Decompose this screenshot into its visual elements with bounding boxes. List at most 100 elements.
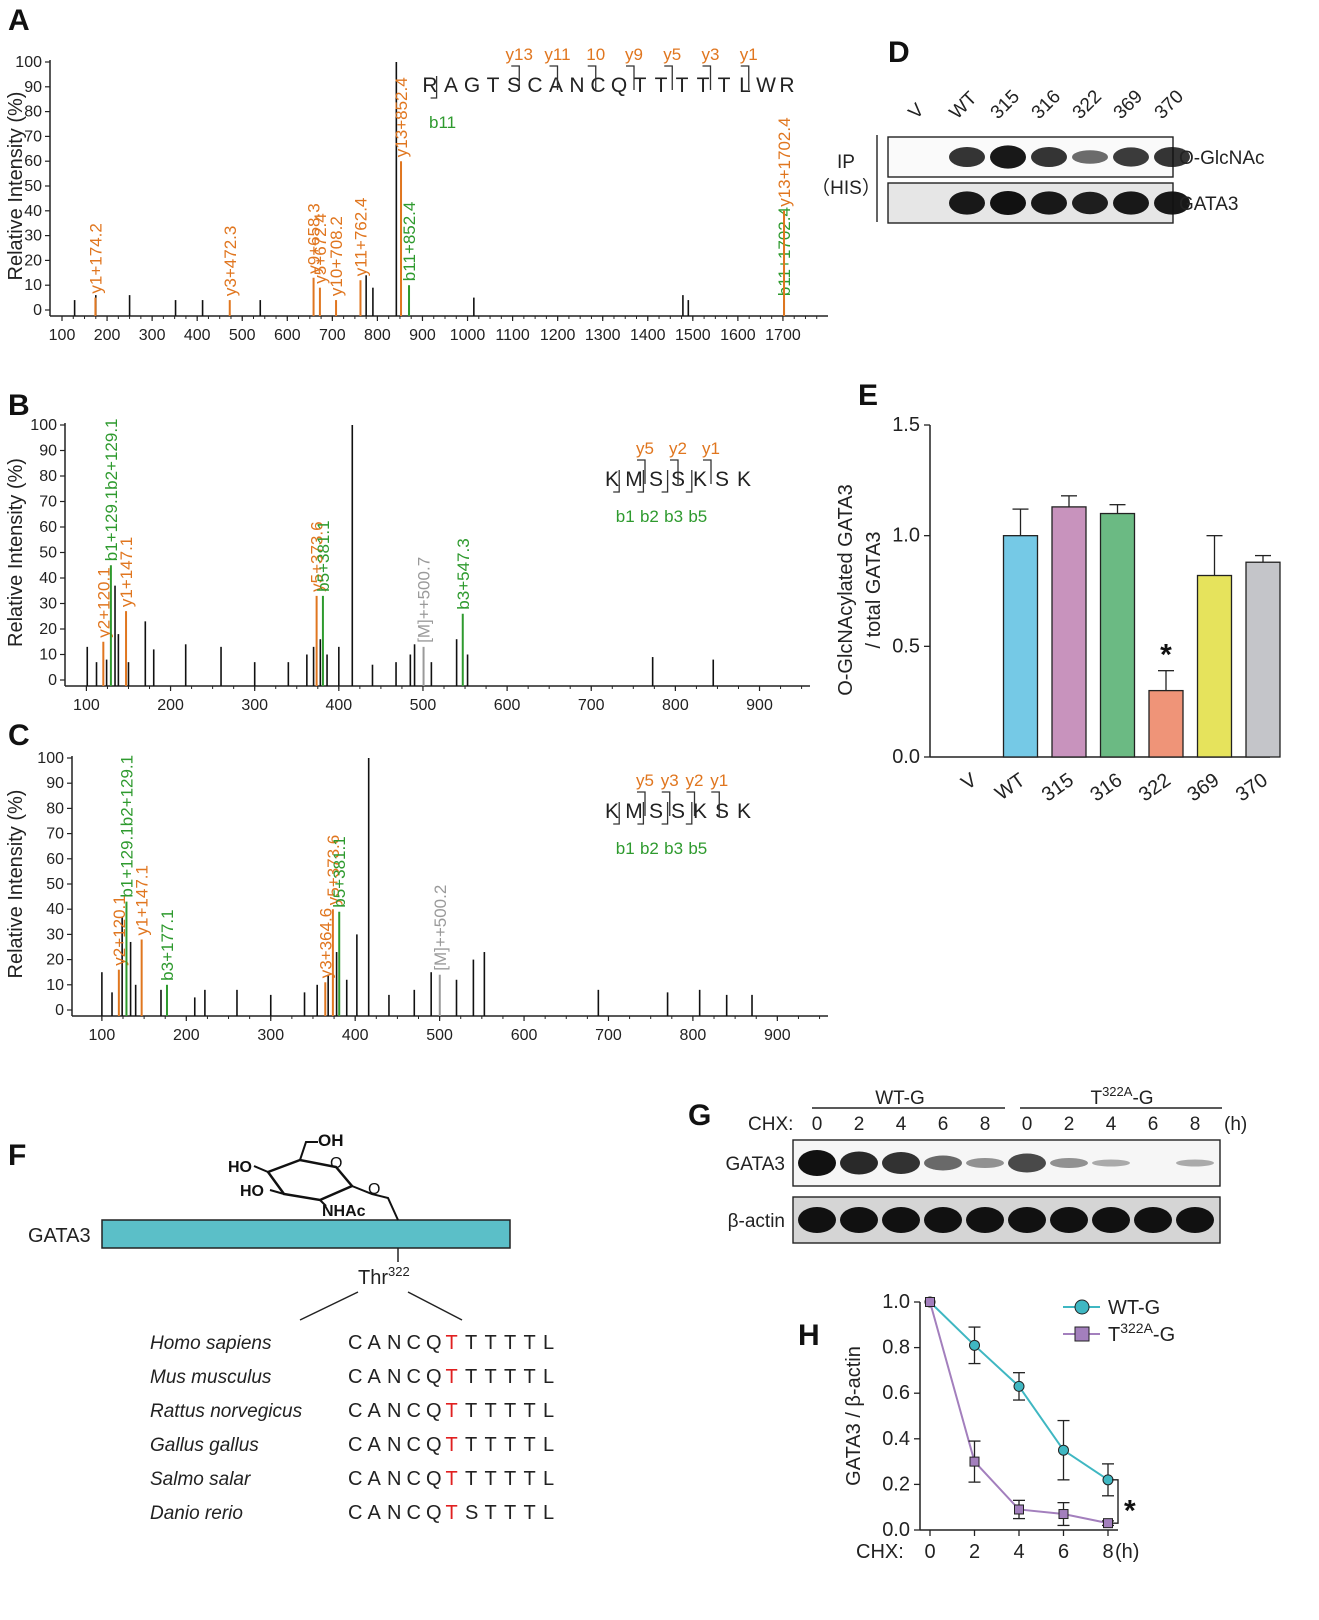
blot-band bbox=[1176, 1207, 1214, 1233]
ring-o-label: O bbox=[330, 1155, 342, 1172]
bar bbox=[1051, 506, 1087, 758]
y-tick-label: 50 bbox=[24, 178, 42, 195]
x-tick-label: 400 bbox=[184, 327, 211, 344]
y-ion-label: y1 bbox=[740, 45, 758, 64]
x-tick-label: 100 bbox=[49, 327, 76, 344]
y-ion-bracket bbox=[711, 791, 720, 816]
b-ion-label: b1 bbox=[616, 839, 635, 858]
x-tick-label: 400 bbox=[342, 1027, 369, 1044]
data-point bbox=[1102, 1474, 1114, 1486]
alignment-residue: S bbox=[465, 1502, 478, 1524]
species-name: Gallus gallus bbox=[150, 1435, 259, 1456]
data-point bbox=[1014, 1504, 1024, 1515]
blot-band bbox=[949, 147, 985, 167]
bar bbox=[1002, 535, 1039, 758]
panel-label-e: E bbox=[858, 379, 878, 412]
residue: A bbox=[549, 74, 563, 97]
blot-band bbox=[924, 1155, 962, 1171]
alignment-residue: A bbox=[368, 1400, 382, 1422]
data-point bbox=[1103, 1518, 1113, 1529]
y-tick-label: 0.6 bbox=[882, 1382, 910, 1404]
bar bbox=[1245, 561, 1281, 758]
peak-label: y2+120.1 bbox=[110, 895, 129, 965]
data-point bbox=[925, 1297, 935, 1307]
alignment-residue: C bbox=[407, 1502, 421, 1524]
peak-label: y3+364.6 bbox=[316, 908, 335, 978]
alignment-residue: T bbox=[446, 1400, 458, 1422]
y-tick-label: 80 bbox=[39, 468, 57, 485]
y-ion-label: y11 bbox=[544, 45, 570, 64]
y-ion-bracket bbox=[670, 459, 679, 484]
time-label: 6 bbox=[1148, 1114, 1159, 1135]
alignment-residue: T bbox=[524, 1434, 536, 1456]
y-ion-bracket bbox=[686, 791, 696, 816]
protein-label: GATA3 bbox=[28, 1225, 91, 1247]
y-ion-bracket bbox=[626, 65, 635, 90]
x-tick-label: 6 bbox=[1058, 1541, 1069, 1563]
x-tick-label: 900 bbox=[764, 1027, 791, 1044]
x-tick-label: 0 bbox=[924, 1541, 935, 1563]
blot-band bbox=[1154, 147, 1190, 167]
y-ion-bracket bbox=[637, 791, 646, 816]
y-ion-bracket bbox=[702, 65, 712, 90]
b-ion-label: b2 bbox=[640, 839, 659, 858]
alignment-residue: C bbox=[407, 1468, 421, 1490]
y-ion-label: y9 bbox=[625, 45, 643, 64]
residue: S bbox=[671, 800, 685, 823]
y-axis-label: Relative Intensity (%) bbox=[5, 92, 27, 281]
residue: K bbox=[693, 468, 707, 491]
residue: M bbox=[625, 800, 643, 823]
alignment-residue: L bbox=[543, 1434, 554, 1456]
y-tick-label: 70 bbox=[39, 494, 57, 511]
alignment-residue: A bbox=[368, 1366, 382, 1388]
residue: S bbox=[715, 468, 729, 491]
category-label: V bbox=[957, 769, 981, 795]
y-tick-label: 10 bbox=[39, 647, 57, 664]
blot-row-label: GATA3 bbox=[726, 1154, 785, 1175]
bar-chart-e: 0.0 0.5 1.0 1.5 V WT 315 316 322 * 369 370 O-GlcNAcy… bbox=[835, 414, 1281, 806]
blot-band bbox=[990, 145, 1026, 169]
y-ion-label: y1 bbox=[702, 439, 720, 458]
spectrum-c: 0 10 20 30 40 50 60 70 80 90 100 100 200 300 400 500 600… bbox=[5, 750, 828, 1044]
x-tick-label: 1000 bbox=[450, 327, 486, 344]
blot-band bbox=[1031, 191, 1067, 215]
panel-label-f: F bbox=[8, 1139, 26, 1172]
time-unit: (h) bbox=[1224, 1114, 1247, 1135]
y-ion-label: y5 bbox=[636, 439, 654, 458]
residue: K bbox=[737, 468, 751, 491]
b-ion-bracket bbox=[637, 802, 645, 825]
time-label: 6 bbox=[938, 1114, 949, 1135]
y-tick-label: 90 bbox=[46, 775, 64, 792]
peak-label: b1+129.1b2+129.1 bbox=[117, 755, 136, 898]
peak-label: b11+852.4 bbox=[400, 202, 419, 282]
species-name: Homo sapiens bbox=[150, 1333, 272, 1354]
y-tick-label: 20 bbox=[24, 252, 42, 269]
alignment-residue: T bbox=[504, 1502, 516, 1524]
residue: T bbox=[655, 74, 668, 97]
glycosidic-bond bbox=[351, 1185, 399, 1221]
western-blot-d: V WT 315 316 322 369 370 O-GlcNAc GATA3 IP （HIS） bbox=[811, 86, 1265, 224]
x-tick-label: 2 bbox=[969, 1541, 980, 1563]
b-ion-bracket bbox=[430, 76, 438, 99]
time-label: 2 bbox=[854, 1114, 865, 1135]
bar bbox=[1099, 512, 1136, 758]
line-chart-h: 0.0 0.2 0.4 0.6 0.8 1.0 0 2 4 6 8 CHX: (h) GATA3 / β-… bbox=[843, 1291, 1175, 1563]
alignment-residue: T bbox=[504, 1434, 516, 1456]
blot-row-label: GATA3 bbox=[1179, 194, 1238, 215]
blot-band bbox=[1050, 1158, 1088, 1168]
alignment-residue: T bbox=[485, 1468, 497, 1490]
x-tick-label: 1100 bbox=[495, 327, 530, 344]
blot-band bbox=[924, 1207, 962, 1233]
y-tick-label: 0.8 bbox=[882, 1337, 910, 1359]
blot-band bbox=[949, 191, 985, 215]
y-ion-label: y13 bbox=[506, 45, 533, 64]
peak-label: b1+129.1b2+129.1 bbox=[102, 418, 121, 561]
alignment-residue: T bbox=[504, 1400, 516, 1422]
link-o-label: O bbox=[368, 1181, 380, 1198]
residue: W bbox=[756, 74, 776, 97]
alignment-residue: L bbox=[543, 1400, 554, 1422]
alignment-residue: Q bbox=[426, 1502, 442, 1524]
x-tick-label: 600 bbox=[511, 1027, 538, 1044]
spectrum-a: 0 10 20 30 40 50 60 70 80 90 100 100 200 300 400 500 600… bbox=[5, 45, 828, 344]
